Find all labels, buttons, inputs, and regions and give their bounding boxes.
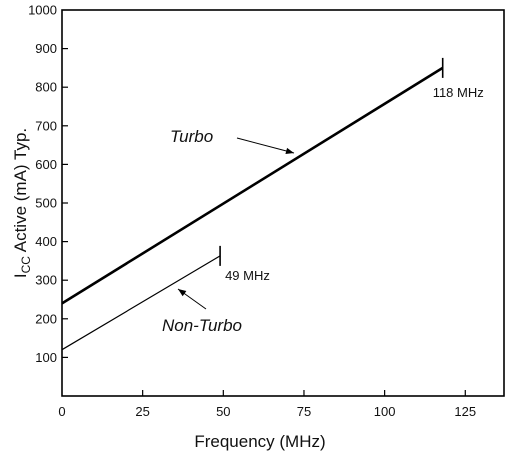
x-tick-label: 75 (297, 404, 311, 419)
series-line-non-turbo (61, 255, 221, 351)
y-axis-label-subscript: CC (19, 256, 33, 274)
x-tick-label: 100 (374, 404, 396, 419)
y-tick-label: 300 (35, 273, 57, 288)
x-tick-label: 0 (58, 404, 65, 419)
x-axis-label: Frequency (MHz) (194, 432, 325, 451)
y-tick-label: 100 (35, 350, 57, 365)
series-lines (61, 57, 444, 351)
y-axis-label-rest: Active (mA) Typ. (11, 128, 30, 256)
plot-frame (61, 9, 505, 397)
y-axis-ticks: 100 200 300 400 500 600 700 800 900 1000 (28, 3, 68, 365)
series-end-label-non-turbo: 49 MHz (225, 268, 270, 283)
y-tick-label: 800 (35, 80, 57, 95)
y-tick-label: 1000 (28, 3, 57, 18)
y-tick-label: 200 (35, 311, 57, 326)
y-axis-label-main: I (11, 273, 30, 278)
non-turbo-arrow (177, 288, 207, 310)
y-tick-label: 500 (35, 196, 57, 211)
x-axis-ticks: 0 25 50 75 100 125 (58, 390, 476, 419)
x-tick-label: 125 (454, 404, 476, 419)
y-tick-label: 900 (35, 41, 57, 56)
series-end-label-turbo: 118 MHz (433, 85, 484, 100)
x-tick-label: 50 (216, 404, 230, 419)
y-axis-label: ICC Active (mA) Typ. (11, 128, 33, 278)
turbo-arrow (236, 137, 295, 155)
x-tick-label: 25 (135, 404, 149, 419)
series-line-turbo (61, 66, 444, 305)
y-tick-label: 600 (35, 157, 57, 172)
y-tick-label: 400 (35, 234, 57, 249)
y-tick-label: 700 (35, 118, 57, 133)
annotations: 118 MHz 49 MHz Turbo Non-Turbo (162, 85, 484, 335)
series-name-turbo: Turbo (170, 127, 213, 146)
series-name-non-turbo: Non-Turbo (162, 316, 242, 335)
